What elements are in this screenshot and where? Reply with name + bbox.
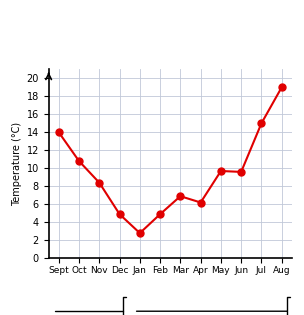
Text: Average monthly temperature in the UK: Average monthly temperature in the UK xyxy=(11,18,237,28)
Text: September 2020 – August 2021: September 2020 – August 2021 xyxy=(11,41,187,51)
Y-axis label: Temperature (°C): Temperature (°C) xyxy=(12,122,22,206)
